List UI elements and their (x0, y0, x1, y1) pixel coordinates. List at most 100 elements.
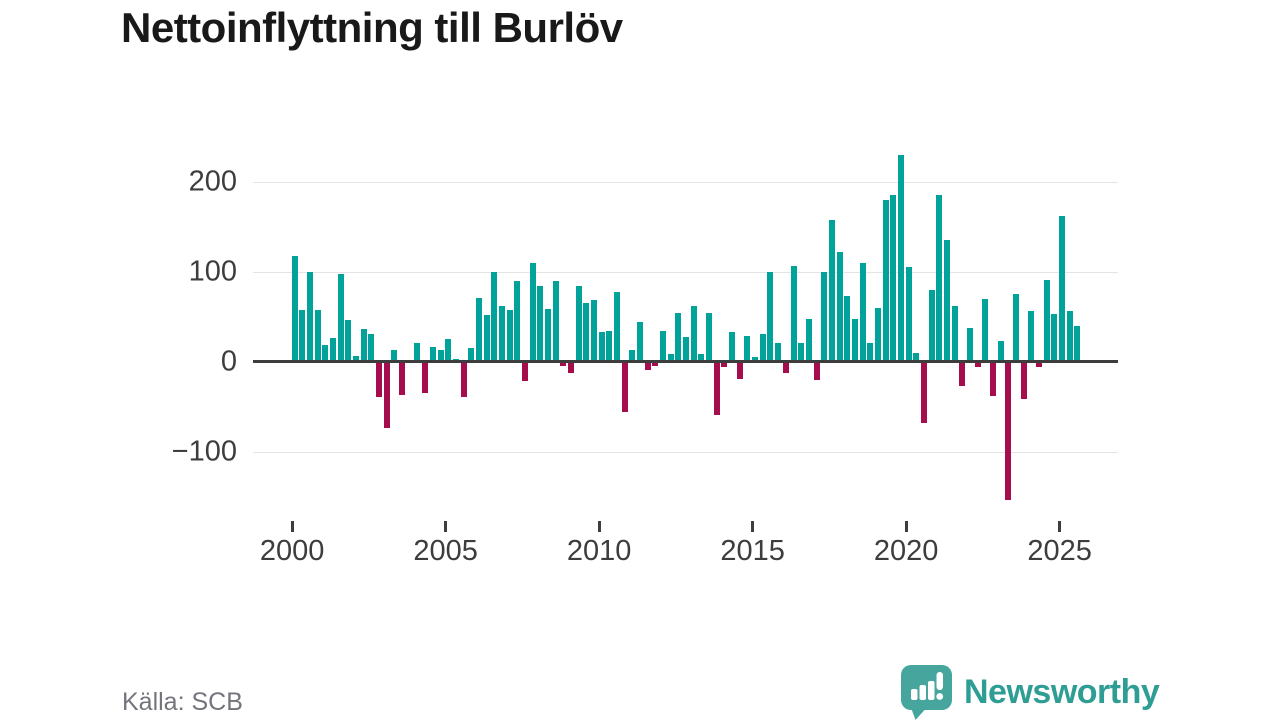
bar (790, 266, 797, 362)
bar (913, 352, 920, 362)
bar (368, 333, 375, 362)
bar (307, 271, 314, 362)
bar (614, 291, 620, 362)
bar (836, 251, 843, 362)
bar (805, 319, 812, 362)
bar (291, 255, 298, 362)
bar (813, 361, 820, 380)
x-axis-label-2000: 2000 (259, 535, 325, 567)
x-axis-label-2010: 2010 (566, 535, 632, 567)
bar (974, 361, 981, 368)
bar (828, 219, 835, 362)
bar (736, 361, 743, 379)
x-axis-label-2015: 2015 (720, 535, 785, 567)
bar (844, 296, 851, 362)
bar (928, 289, 935, 362)
newsworthy-logo: Newsworthy (898, 663, 1160, 720)
bar (583, 303, 590, 362)
bar (567, 361, 574, 374)
bar (1020, 361, 1027, 399)
bar (874, 307, 881, 362)
bar (1051, 314, 1058, 362)
bar (729, 332, 736, 362)
bar (1028, 311, 1035, 362)
bar (1074, 325, 1081, 362)
bar (629, 350, 636, 362)
bar (414, 342, 421, 362)
x-axis-tick-2015 (751, 521, 755, 532)
bar (590, 299, 597, 362)
bar (867, 342, 874, 362)
x-axis-tick-2010 (597, 521, 601, 532)
bar (821, 271, 828, 362)
bar (621, 361, 628, 413)
bar (713, 361, 720, 415)
bar (683, 336, 690, 362)
y-axis-label-0: 0 (220, 345, 237, 378)
bar (920, 361, 927, 423)
bar (652, 361, 659, 367)
bar (782, 361, 789, 374)
bar (721, 361, 728, 368)
bar (345, 320, 352, 362)
bar (767, 271, 774, 362)
bar (299, 310, 306, 362)
bar (905, 267, 912, 362)
bar (690, 305, 697, 362)
bar (1036, 361, 1043, 368)
bar (775, 342, 782, 362)
bar (744, 335, 751, 362)
chart-title: Nettoinflyttning till Burlöv (121, 4, 623, 51)
bar (560, 361, 567, 367)
bar (483, 314, 490, 362)
gridline--100 (253, 451, 1118, 453)
gridline-200 (253, 181, 1118, 183)
bar (521, 361, 528, 381)
bar (330, 338, 337, 362)
bar (322, 344, 329, 362)
bar (575, 286, 582, 362)
bar (1013, 294, 1020, 362)
bar (445, 339, 452, 362)
bar (943, 240, 950, 362)
y-axis-label-100: 100 (188, 255, 237, 288)
x-axis-tick-2025 (1058, 521, 1062, 532)
source-note: Källa: SCB (122, 688, 243, 716)
bar (637, 322, 644, 362)
bar (798, 342, 805, 362)
bar (514, 280, 521, 362)
x-axis-label-2020: 2020 (873, 535, 939, 567)
bar (537, 286, 544, 362)
bar (698, 353, 705, 362)
bar (982, 298, 989, 362)
bar (422, 361, 429, 394)
bar (675, 313, 682, 362)
bar (529, 262, 536, 362)
y-axis-label-200: 200 (188, 165, 237, 198)
x-axis-tick-2005 (444, 521, 448, 532)
bar (598, 332, 605, 362)
x-axis-label-2025: 2025 (1027, 535, 1092, 567)
bar (353, 356, 360, 362)
bar (437, 350, 444, 362)
plot-area: 200 100 0 −100 2000 2005 2010 2015 2020 2025 (0, 140, 1280, 567)
bar (967, 328, 973, 362)
bar (660, 331, 667, 362)
bar (360, 329, 367, 362)
bar (752, 357, 759, 362)
gridline-100 (253, 271, 1118, 273)
bar (759, 333, 766, 362)
bar (644, 361, 651, 370)
bar (552, 280, 559, 362)
bar (337, 273, 344, 362)
newsworthy-icon (901, 665, 952, 720)
bar (399, 361, 406, 395)
bar (376, 361, 383, 397)
bar (491, 271, 498, 362)
bar (1043, 279, 1050, 362)
x-axis-label-2005: 2005 (413, 535, 478, 567)
bar (1005, 361, 1012, 501)
bar (990, 361, 997, 396)
bar (897, 154, 904, 362)
x-axis-tick-2000 (290, 521, 294, 532)
